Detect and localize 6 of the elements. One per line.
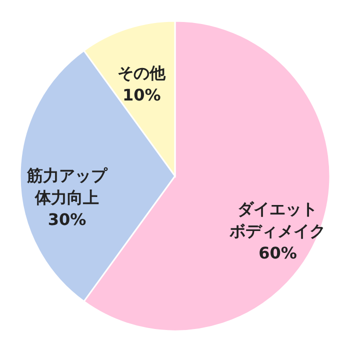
data-label: 30% (48, 210, 86, 229)
data-label: 60% (258, 243, 297, 262)
slice-label: その他 (118, 63, 167, 82)
slice-label: ダイエットボディメイク (228, 199, 326, 240)
slice-label: 筋力アップ体力向上 (26, 166, 108, 207)
data-label: 10% (122, 85, 161, 104)
